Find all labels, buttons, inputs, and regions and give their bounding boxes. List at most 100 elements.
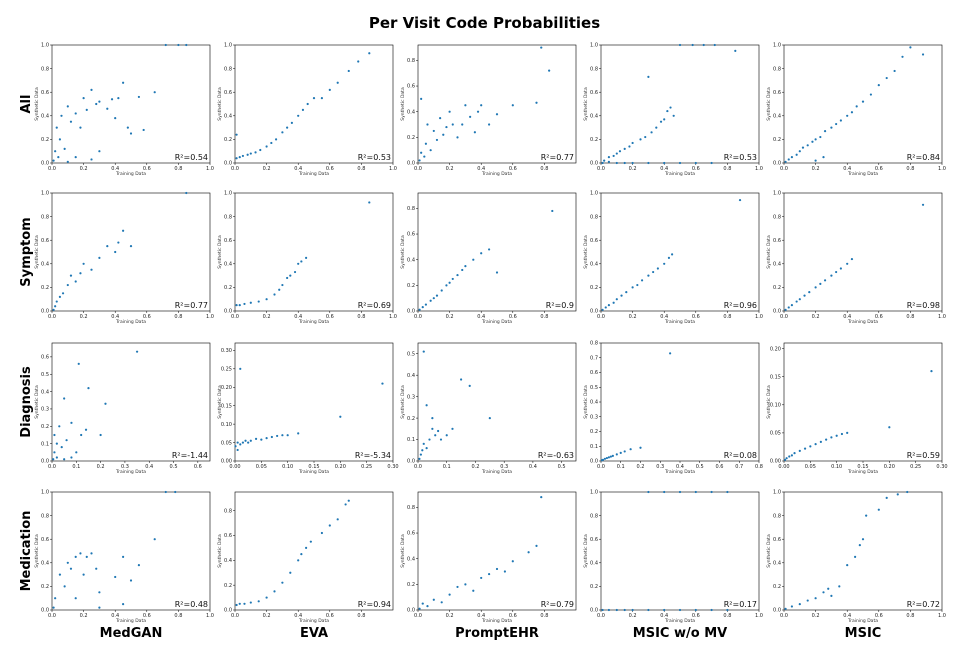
data-point	[639, 446, 642, 449]
data-point	[814, 597, 817, 600]
y-tick-label: 0.6	[41, 537, 49, 543]
data-point	[623, 147, 626, 150]
x-tick-label: 0.0	[231, 166, 239, 172]
data-point	[236, 448, 239, 452]
data-point	[249, 152, 252, 155]
data-point	[239, 443, 242, 446]
y-tick-label: 1.0	[41, 43, 49, 49]
y-tick-label: 0.0	[773, 608, 781, 614]
y-tick-label: 0.8	[773, 214, 781, 220]
data-point	[239, 367, 242, 370]
data-point	[301, 108, 305, 111]
data-point	[476, 110, 480, 113]
panel-frame	[51, 342, 211, 462]
scatter-panel-2-2: 0.0 0.1 0.2 0.3 0.4 0.5 0.0 0.1 0.2 0.3 0.4 0.5 Trai…	[400, 342, 577, 475]
y-tick-label: 0.0	[407, 309, 415, 315]
x-tick-label: 0.5	[696, 464, 704, 470]
data-point	[669, 352, 672, 355]
x-tick-label: 0.6	[143, 314, 151, 320]
data-point	[425, 404, 428, 407]
data-point	[439, 438, 443, 441]
data-point	[70, 421, 73, 424]
x-tick-label: 0.15	[308, 464, 319, 470]
x-tick-label: 0.3	[656, 464, 664, 470]
y-tick-label: 0.6	[224, 90, 232, 96]
data-point	[185, 43, 188, 47]
data-point	[726, 490, 729, 494]
data-point	[137, 564, 140, 567]
scatter-panel-2-1: 0.00 0.05 0.10 0.15 0.20 0.25 0.30 0.00 0.05 0.10…	[217, 342, 399, 475]
data-point	[286, 276, 289, 280]
y-tick-label: 0.8	[41, 66, 49, 72]
data-point	[99, 433, 102, 437]
x-tick-label: 0.8	[723, 314, 731, 320]
x-tick-label: 0.30	[387, 464, 398, 470]
data-point	[55, 300, 58, 303]
data-point	[801, 146, 805, 149]
data-point	[803, 294, 806, 297]
data-point	[909, 46, 912, 49]
x-tick-label: 0.6	[692, 166, 700, 172]
x-tick-label: 0.1	[443, 464, 451, 470]
data-point	[464, 104, 467, 107]
y-tick-label: 0.2	[407, 135, 415, 141]
data-point	[480, 576, 483, 580]
x-tick-label: 0.2	[263, 314, 271, 320]
data-point	[448, 110, 451, 113]
r2-label: R²=0.77	[541, 153, 574, 162]
data-point	[601, 308, 604, 311]
x-axis-label: Training Data	[115, 469, 146, 475]
scatter-panel-1-3: 0.0 0.2 0.4 0.6 0.8 1.0 0.0 0.2 0.4 0.6 0.8 1.0 Trai…	[583, 191, 763, 325]
r2-label: R²=-5.34	[355, 451, 391, 460]
data-point	[422, 350, 425, 353]
x-tick-label: 0.00	[778, 464, 789, 470]
data-point	[663, 161, 666, 165]
y-tick-label: 0.4	[590, 561, 598, 567]
data-point	[480, 252, 483, 255]
panel-frame	[417, 491, 577, 611]
x-tick-label: 0.4	[660, 314, 668, 320]
x-tick-label: 0.8	[723, 166, 731, 172]
data-point	[289, 274, 292, 277]
x-tick-label: 0.15	[857, 464, 868, 470]
x-tick-label: 0.8	[755, 464, 763, 470]
x-tick-label: 1.0	[755, 314, 763, 320]
x-tick-label: 0.0	[597, 166, 605, 172]
data-point	[435, 294, 439, 297]
data-point	[106, 245, 109, 248]
data-point	[830, 126, 833, 129]
data-point	[846, 262, 849, 265]
y-tick-label: 0.2	[773, 584, 781, 590]
y-tick-label: 0.2	[773, 137, 781, 143]
x-tick-label: 0.1	[72, 464, 80, 470]
x-tick-label: 0.2	[263, 166, 271, 172]
data-point	[117, 241, 120, 244]
y-tick-label: 0.0	[590, 161, 598, 167]
data-point	[69, 274, 73, 277]
data-point	[421, 449, 424, 452]
y-tick-label: 0.0	[224, 608, 232, 614]
scatter-panel-3-4: 0.0 0.2 0.4 0.6 0.8 1.0 0.0 0.2 0.4 0.6 0.8 1.0 Trai…	[766, 490, 946, 624]
x-tick-label: 0.8	[357, 314, 365, 320]
row-label-symptom: Symptom	[19, 217, 34, 286]
data-point	[835, 434, 838, 437]
data-point	[164, 43, 167, 47]
data-point	[540, 46, 543, 49]
data-point	[456, 585, 459, 589]
data-point	[798, 449, 801, 452]
y-axis-label: Synthetic Data	[766, 534, 772, 568]
y-tick-label: 1.0	[773, 490, 781, 496]
data-point	[823, 130, 827, 133]
x-tick-label: 0.0	[414, 166, 422, 172]
data-point	[238, 304, 241, 307]
y-tick-label: 0.2	[773, 285, 781, 291]
y-axis-label: Synthetic Data	[583, 385, 589, 419]
data-point	[921, 203, 925, 206]
data-point	[126, 126, 129, 129]
x-tick-label: 0.10	[831, 464, 842, 470]
x-tick-label: 0.20	[884, 464, 895, 470]
data-point	[671, 253, 674, 256]
data-point	[734, 49, 737, 53]
data-point	[819, 440, 822, 443]
x-tick-label: 1.0	[938, 166, 946, 172]
